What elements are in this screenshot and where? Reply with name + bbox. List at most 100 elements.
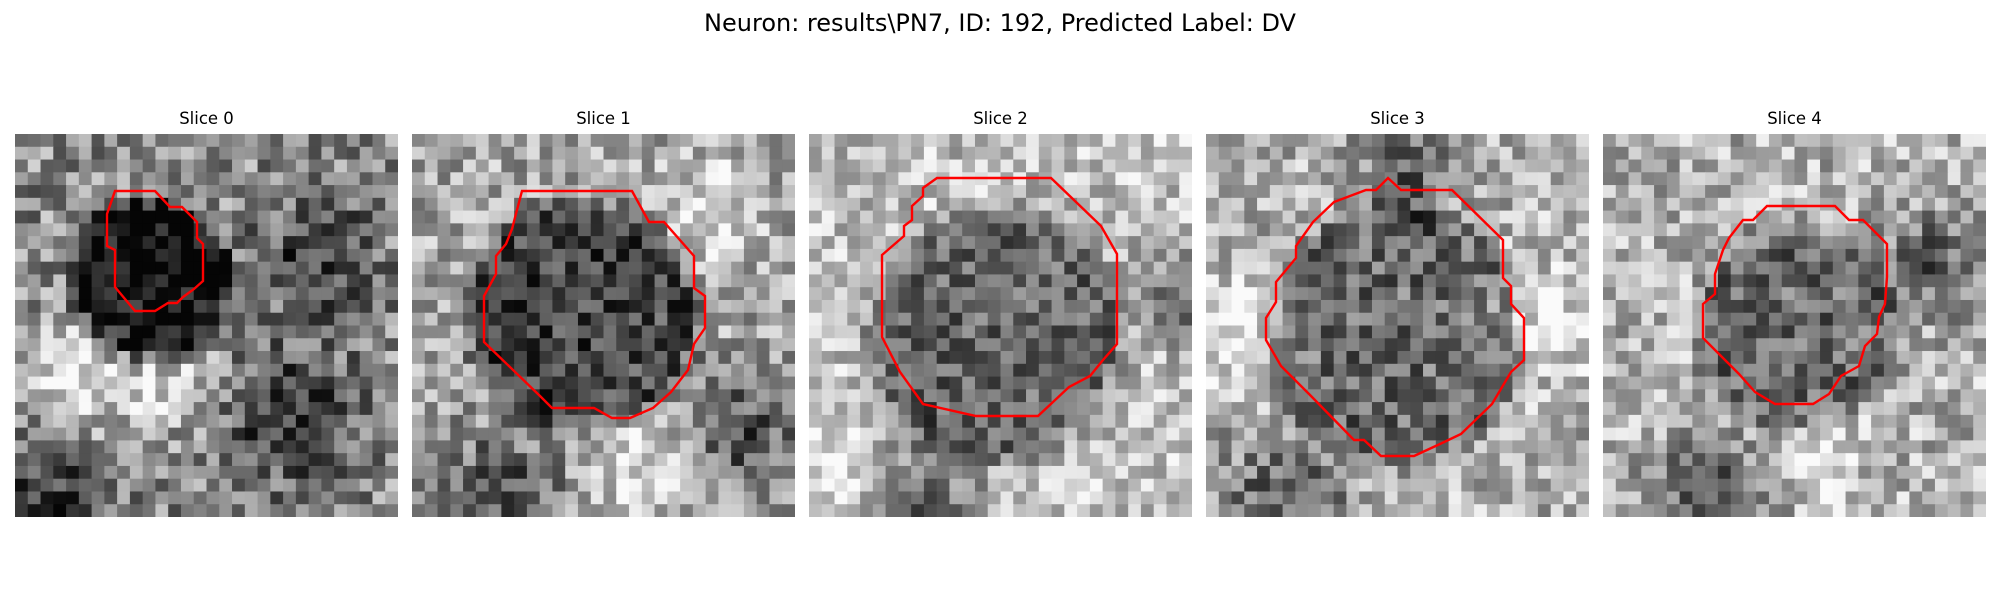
pixel-cell [578, 504, 591, 517]
pixel-cell [1398, 223, 1411, 236]
pixel-cell [1512, 440, 1525, 453]
pixel-cell [1039, 287, 1052, 300]
pixel-cell [258, 389, 271, 402]
pixel-cell [1884, 147, 1897, 160]
pixel-cell [731, 326, 744, 339]
pixel-cell [1077, 504, 1090, 517]
pixel-cell [1270, 236, 1283, 249]
pixel-cell [667, 198, 680, 211]
pixel-cell [219, 274, 232, 287]
pixel-cell [1756, 479, 1769, 492]
pixel-cell [1833, 287, 1846, 300]
pixel-cell [334, 453, 347, 466]
pixel-cell [769, 377, 782, 390]
pixel-cell [1232, 466, 1245, 479]
pixel-cell [309, 377, 322, 390]
pixel-cell [1820, 172, 1833, 185]
pixel-cell [155, 440, 168, 453]
pixel-cell [1807, 428, 1820, 441]
pixel-cell [1270, 262, 1283, 275]
pixel-cell [1820, 351, 1833, 364]
pixel-cell [79, 389, 92, 402]
pixel-cell [1334, 160, 1347, 173]
pixel-cell [1743, 504, 1756, 517]
pixel-cell [706, 491, 719, 504]
pixel-cell [15, 134, 28, 147]
pixel-cell [1090, 236, 1103, 249]
pixel-cell [604, 504, 617, 517]
pixel-cell [41, 326, 54, 339]
pixel-cell [372, 147, 385, 160]
pixel-cell [79, 287, 92, 300]
pixel-cell [168, 223, 181, 236]
pixel-cell [1179, 453, 1192, 466]
pixel-cell [578, 223, 591, 236]
pixel-cell [283, 185, 296, 198]
pixel-cell [1782, 326, 1795, 339]
pixel-cell [1576, 428, 1589, 441]
pixel-cell [924, 249, 937, 262]
pixel-cell [898, 466, 911, 479]
pixel-cell [937, 351, 950, 364]
pixel-cell [1321, 172, 1334, 185]
pixel-cell [1461, 287, 1474, 300]
pixel-cell [1283, 428, 1296, 441]
pixel-cell [334, 440, 347, 453]
pixel-cell [1820, 274, 1833, 287]
pixel-cell [731, 160, 744, 173]
pixel-cell [194, 466, 207, 479]
pixel-cell [1948, 440, 1961, 453]
pixel-cell [1641, 466, 1654, 479]
pixel-cell [1295, 466, 1308, 479]
pixel-cell [1654, 287, 1667, 300]
pixel-cell [1103, 147, 1116, 160]
pixel-cell [1820, 364, 1833, 377]
pixel-cell [1922, 249, 1935, 262]
pixel-cell [501, 134, 514, 147]
pixel-cell [1436, 504, 1449, 517]
pixel-cell [718, 274, 731, 287]
pixel-cell [1359, 402, 1372, 415]
pixel-cell [1538, 377, 1551, 390]
pixel-cell [1321, 466, 1334, 479]
pixel-cell [1064, 134, 1077, 147]
pixel-cell [1115, 134, 1128, 147]
pixel-cell [1641, 211, 1654, 224]
pixel-cell [425, 134, 438, 147]
pixel-cell [1756, 338, 1769, 351]
pixel-cell [1179, 479, 1192, 492]
pixel-cell [438, 287, 451, 300]
pixel-cell [1820, 211, 1833, 224]
pixel-cell [1257, 364, 1270, 377]
pixel-cell [463, 491, 476, 504]
pixel-cell [1525, 351, 1538, 364]
pixel-cell [334, 364, 347, 377]
pixel-cell [1206, 338, 1219, 351]
pixel-cell [988, 326, 1001, 339]
pixel-cell [822, 377, 835, 390]
pixel-cell [438, 402, 451, 415]
pixel-cell [1935, 466, 1948, 479]
pixel-cell [1103, 466, 1116, 479]
pixel-cell [155, 402, 168, 415]
pixel-cell [66, 428, 79, 441]
pixel-cell [1500, 160, 1513, 173]
pixel-cell [245, 402, 258, 415]
pixel-cell [1973, 198, 1986, 211]
pixel-cell [219, 491, 232, 504]
pixel-cell [476, 236, 489, 249]
pixel-cell [1973, 415, 1986, 428]
pixel-cell [1039, 160, 1052, 173]
pixel-cell [41, 313, 54, 326]
pixel-cell [667, 211, 680, 224]
pixel-cell [642, 338, 655, 351]
pixel-cell [1935, 364, 1948, 377]
pixel-cell [744, 389, 757, 402]
pixel-cell [92, 172, 105, 185]
pixel-cell [1897, 147, 1910, 160]
pixel-cell [1846, 338, 1859, 351]
pixel-cell [15, 338, 28, 351]
pixel-cell [949, 415, 962, 428]
pixel-cell [1973, 287, 1986, 300]
pixel-cell [1270, 440, 1283, 453]
